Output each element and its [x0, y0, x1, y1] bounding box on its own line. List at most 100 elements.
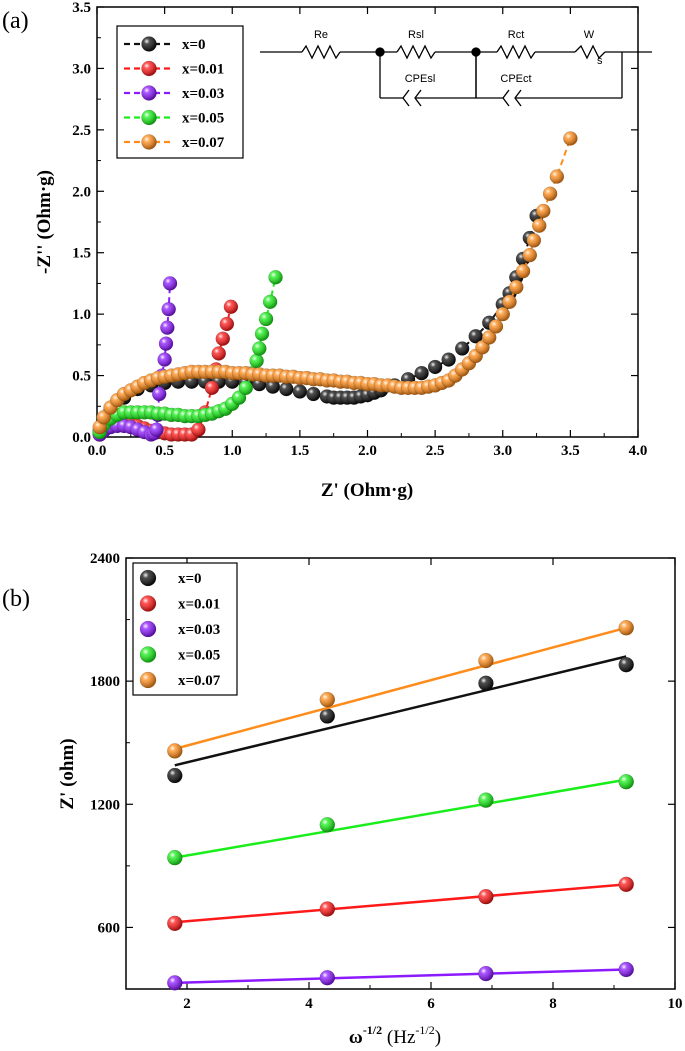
plot-a-data — [92, 131, 578, 442]
y-tick-label: 600 — [98, 920, 121, 936]
data-point — [495, 306, 510, 322]
y-tick-label: 0.5 — [72, 369, 91, 385]
circuit-label-cpesl: CPEsl — [405, 73, 436, 85]
legend-label: x=0.07 — [182, 135, 225, 151]
x-tick-label: 8 — [549, 996, 557, 1012]
plot-a-ylabel: -Z'' (Ohm·g) — [34, 170, 55, 274]
fit-line — [174, 968, 627, 985]
series-x=0.05 — [92, 270, 283, 440]
legend-marker-shade — [141, 61, 157, 76]
data-point — [478, 652, 494, 669]
data-point — [441, 352, 456, 367]
data-point-shade — [252, 341, 267, 356]
data-point-shade — [204, 380, 219, 395]
plot-b-ylabel: Z' (ohm) — [57, 738, 78, 809]
equivalent-circuit — [260, 44, 652, 107]
plot-b-xlabel-unit: Hz — [393, 1027, 415, 1048]
x-tick-label: 3.5 — [561, 443, 580, 459]
data-point — [161, 301, 176, 317]
data-point-shade — [488, 319, 503, 334]
data-point — [526, 233, 542, 248]
data-point-shade — [478, 792, 494, 808]
data-point — [488, 319, 504, 334]
data-point — [262, 294, 278, 310]
data-point-shade — [163, 276, 178, 291]
data-point — [292, 384, 308, 399]
data-point-shade — [265, 379, 280, 394]
data-point — [231, 390, 247, 405]
data-point — [468, 329, 483, 344]
data-point-shade — [149, 422, 164, 437]
y-tick-label: 2.5 — [72, 123, 91, 139]
data-point — [238, 380, 254, 396]
data-point — [542, 186, 558, 201]
cpe-sl-symbol — [402, 89, 410, 107]
series-x=0 — [167, 655, 634, 784]
legend-marker-shade — [141, 134, 157, 150]
data-point — [475, 340, 490, 355]
data-point — [279, 381, 294, 397]
x-tick-label: 3.0 — [493, 443, 512, 459]
data-point-shade — [543, 186, 558, 201]
x-tick-label: 2.0 — [358, 443, 377, 459]
legend-label: x=0.07 — [178, 673, 221, 689]
x-tick-label: 10 — [668, 996, 683, 1012]
data-point-shade — [502, 294, 517, 309]
legend-label: x=0.03 — [178, 622, 220, 638]
x-tick-label: 6 — [427, 996, 435, 1012]
legend-marker-shade — [140, 646, 156, 663]
series-x=0.07 — [92, 131, 578, 435]
data-point — [618, 620, 634, 636]
data-point-shade — [618, 876, 634, 892]
data-point-shade — [495, 307, 510, 322]
data-point-shade — [263, 294, 278, 309]
data-point-shade — [509, 280, 524, 295]
resistor-rct-symbol — [496, 44, 536, 60]
data-point — [204, 380, 220, 396]
legend-marker-shade — [141, 85, 157, 101]
data-point-shade — [292, 384, 307, 399]
data-point-shade — [158, 336, 173, 351]
data-point — [319, 708, 336, 724]
data-point — [167, 743, 183, 759]
data-point — [522, 247, 538, 263]
data-point-shade — [306, 387, 321, 401]
x-tick-label: 2.5 — [426, 443, 445, 459]
legend-marker-shade — [140, 595, 156, 612]
data-point — [618, 656, 634, 673]
plot-b-xlabel-open-paren: ( — [382, 1027, 393, 1048]
circuit-label-rsl: Rsl — [408, 29, 424, 41]
x-tick-label: 2 — [183, 996, 191, 1012]
data-point-shade — [167, 768, 183, 784]
data-point-shade — [532, 218, 547, 233]
plot-a-xlabel: Z' (Ohm·g) — [321, 480, 413, 501]
data-point — [211, 346, 226, 361]
data-point-shade — [468, 329, 483, 344]
data-point — [252, 341, 267, 356]
plot-b-xlabel-omega: ω — [349, 1027, 363, 1048]
data-point-shade — [428, 359, 443, 374]
legend-marker — [139, 595, 157, 612]
data-point-shade — [478, 966, 494, 982]
data-point-shade — [516, 264, 531, 279]
plot-b-xlabel-sup: -1/2 — [363, 1023, 382, 1037]
y-tick-label: 3.0 — [72, 61, 91, 77]
data-point-shade — [223, 299, 238, 314]
data-point — [319, 691, 336, 708]
data-point — [515, 263, 531, 279]
data-point-shade — [319, 708, 335, 724]
legend-marker — [139, 646, 157, 663]
data-point — [249, 353, 264, 369]
x-tick-label: 0.0 — [88, 443, 107, 459]
data-point-shade — [255, 326, 270, 341]
data-point — [502, 294, 517, 310]
series-x=0.01 — [167, 876, 634, 932]
data-point-shade — [482, 330, 497, 345]
data-point-shade — [219, 316, 234, 331]
data-point — [167, 975, 183, 991]
data-point — [509, 279, 524, 295]
data-point-shade — [319, 817, 335, 833]
data-point-shade — [167, 975, 183, 991]
data-point-shade — [522, 248, 537, 263]
legend-marker — [139, 671, 157, 689]
